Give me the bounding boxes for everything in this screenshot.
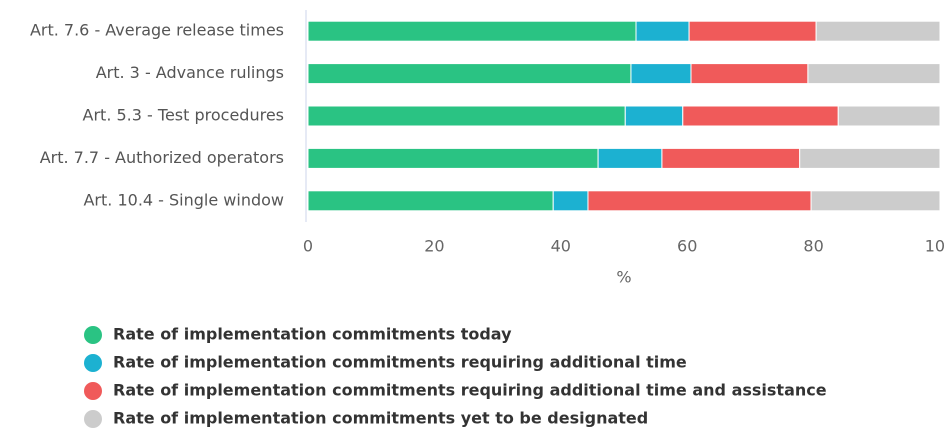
- y-tick-label: Art. 7.6 - Average release times: [30, 21, 284, 40]
- bar-segment: [624, 105, 684, 127]
- bar-segment: [587, 190, 812, 212]
- bar-segment: [597, 147, 663, 169]
- bar-segment: [307, 105, 626, 127]
- x-axis-label: %: [616, 268, 631, 287]
- bar-segment: [307, 20, 637, 42]
- y-tick-label: Art. 7.7 - Authorized operators: [40, 148, 284, 167]
- bar-segment: [815, 20, 941, 42]
- bar-segment: [810, 190, 941, 212]
- x-tick-label: 100: [925, 237, 944, 256]
- bar-segment: [682, 105, 839, 127]
- legend-marker: [84, 410, 102, 428]
- bar-segment: [661, 147, 801, 169]
- legend-label: Rate of implementation commitments yet t…: [113, 409, 648, 428]
- x-tick-label: 20: [424, 237, 444, 256]
- legend-marker: [84, 354, 102, 372]
- bar-segment: [307, 63, 632, 85]
- legend-label: Rate of implementation commitments requi…: [113, 381, 827, 400]
- bar-segment: [688, 20, 817, 42]
- y-tick-label: Art. 5.3 - Test procedures: [83, 106, 284, 125]
- legend-label: Rate of implementation commitments today: [113, 325, 512, 344]
- bar-segment: [307, 147, 599, 169]
- x-tick-label: 60: [677, 237, 697, 256]
- bar-segment: [635, 20, 690, 42]
- bar-segment: [837, 105, 941, 127]
- y-tick-label: Art. 10.4 - Single window: [83, 190, 284, 209]
- legend-marker: [84, 382, 102, 400]
- bar-segment: [799, 147, 941, 169]
- bar-segment: [807, 63, 941, 85]
- bar-segment: [630, 63, 692, 85]
- y-tick-label: Art. 3 - Advance rulings: [96, 63, 284, 82]
- bar-segment: [307, 190, 554, 212]
- x-tick-label: 40: [551, 237, 571, 256]
- x-tick-label: 80: [803, 237, 823, 256]
- legend-label: Rate of implementation commitments requi…: [113, 353, 687, 372]
- bar-segment: [552, 190, 589, 212]
- x-tick-label: 0: [303, 237, 313, 256]
- bar-segment: [690, 63, 809, 85]
- legend-marker: [84, 326, 102, 344]
